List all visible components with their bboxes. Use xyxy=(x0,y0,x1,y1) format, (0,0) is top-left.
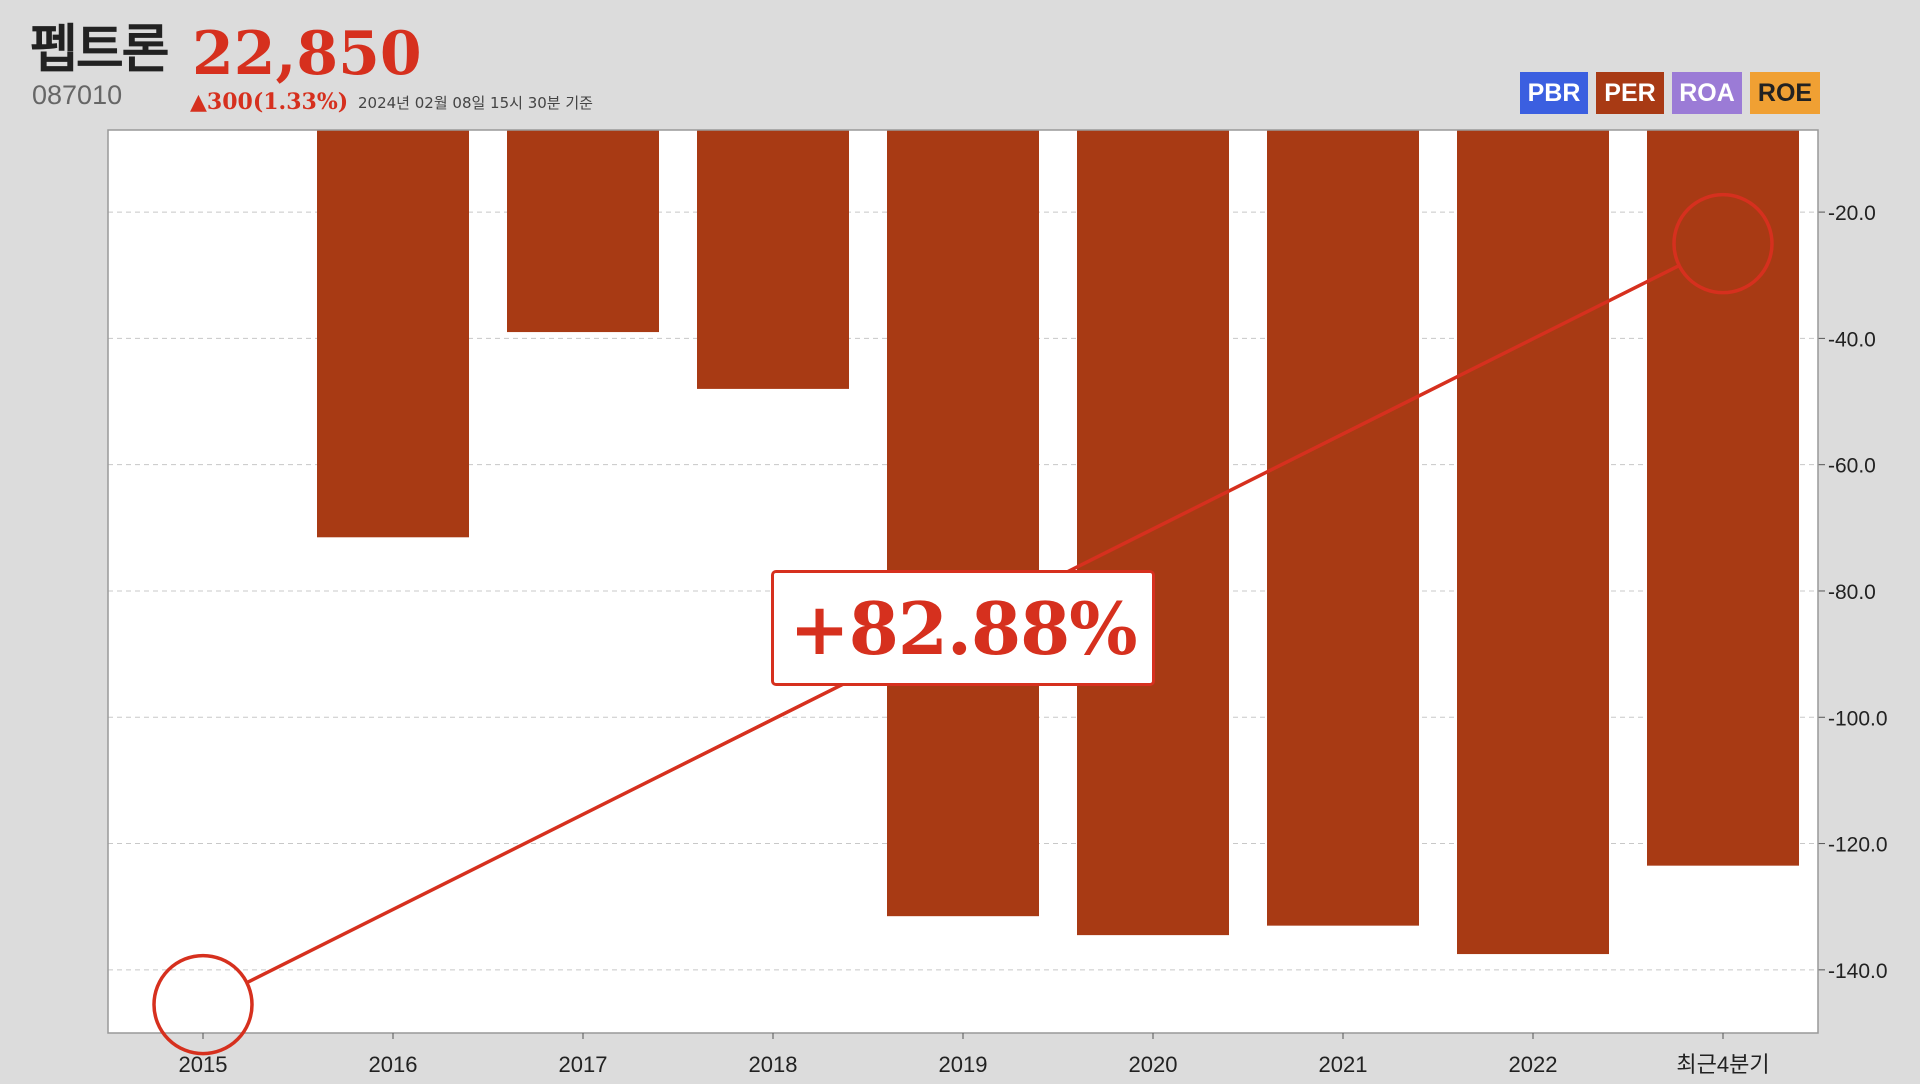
tab-roa[interactable]: ROA xyxy=(1672,72,1742,114)
x-tick-label: 2022 xyxy=(1509,1052,1558,1077)
bar xyxy=(1077,130,1229,936)
y-tick-label: -80.0 xyxy=(1828,581,1876,604)
bar xyxy=(317,130,469,538)
price-change: ▲300(1.33%) xyxy=(190,89,349,115)
tab-pbr[interactable]: PBR xyxy=(1520,72,1588,114)
y-tick-label: -20.0 xyxy=(1828,202,1876,225)
x-tick-label: 2019 xyxy=(939,1052,988,1077)
bar xyxy=(1457,130,1609,955)
stock-price: 22,850 xyxy=(192,19,422,89)
end-marker xyxy=(1672,192,1774,295)
y-tick-label: -60.0 xyxy=(1828,455,1876,478)
bar xyxy=(1647,130,1799,866)
metric-tabs: PBR PER ROA ROE xyxy=(1520,72,1820,114)
company-name: 펩트론 xyxy=(30,20,170,80)
x-tick-label: 2015 xyxy=(179,1052,228,1077)
y-tick-label: -100.0 xyxy=(1828,707,1888,730)
growth-callout: +82.88% xyxy=(771,570,1155,686)
x-tick-label: 2017 xyxy=(559,1052,608,1077)
tab-roe[interactable]: ROE xyxy=(1750,72,1820,114)
timestamp: 2024년 02월 08일 15시 30분 기준 xyxy=(358,94,593,112)
x-tick-label: 2021 xyxy=(1319,1052,1368,1077)
x-tick-label: 2020 xyxy=(1129,1052,1178,1077)
y-tick-label: -140.0 xyxy=(1828,960,1888,983)
y-tick-label: -40.0 xyxy=(1828,328,1876,351)
bar xyxy=(887,130,1039,917)
bar xyxy=(507,130,659,333)
x-tick-label: 2018 xyxy=(749,1052,798,1077)
ticker-code: 087010 xyxy=(32,80,123,110)
x-tick-label: 최근4분기 xyxy=(1676,1052,1769,1077)
x-tick-label: 2016 xyxy=(369,1052,418,1077)
stock-header: 펩트론 22,850 087010 ▲300(1.33%) 2024년 02월 … xyxy=(30,18,1230,128)
bar xyxy=(697,130,849,389)
y-tick-label: -120.0 xyxy=(1828,834,1888,857)
bar xyxy=(1267,130,1419,926)
start-marker xyxy=(152,953,254,1056)
tab-per[interactable]: PER xyxy=(1596,72,1664,114)
